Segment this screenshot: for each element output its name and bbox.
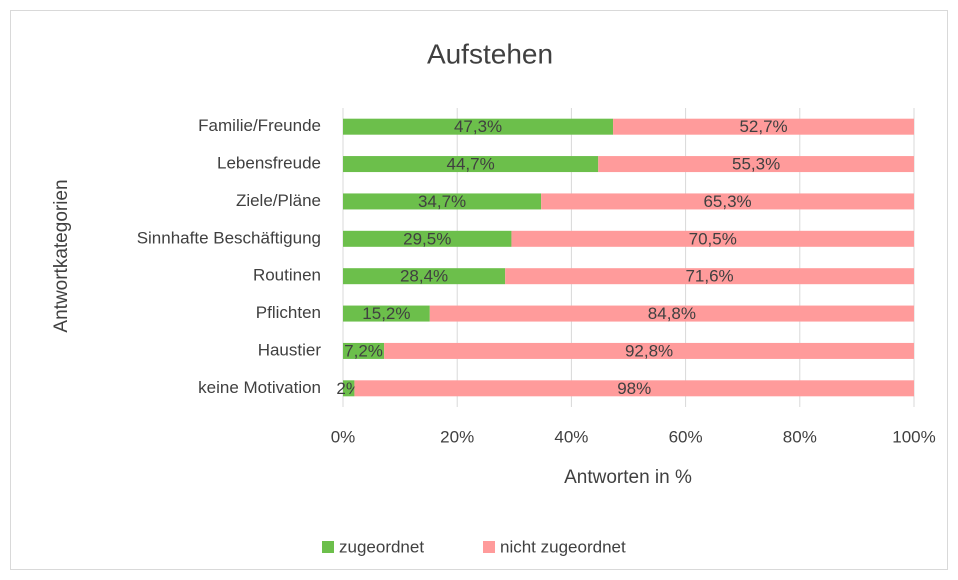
- legend-label: zugeordnet: [339, 537, 424, 556]
- legend-swatch: [322, 541, 334, 553]
- x-tick-label: 80%: [783, 427, 817, 446]
- y-tick-label: Familie/Freunde: [198, 116, 321, 135]
- data-label: 92,8%: [625, 341, 673, 360]
- data-label: 65,3%: [703, 192, 751, 211]
- y-tick-label: Lebensfreude: [217, 154, 321, 173]
- bar-segment: [343, 230, 512, 247]
- x-tick-label: 20%: [440, 427, 474, 446]
- bar-segment: [343, 305, 430, 322]
- bar-segment: [505, 268, 914, 285]
- y-axis-title: Antwortkategorien: [51, 179, 72, 332]
- x-tick-label: 100%: [892, 427, 935, 446]
- x-tick-label: 60%: [669, 427, 703, 446]
- bar-segment: [384, 342, 914, 359]
- data-label: 47,3%: [454, 117, 502, 136]
- data-label: 98%: [617, 379, 651, 398]
- y-tick-label: Sinnhafte Beschäftigung: [137, 228, 321, 247]
- data-label: 34,7%: [418, 192, 466, 211]
- data-label: 71,6%: [685, 267, 733, 286]
- x-tick-label: 0%: [331, 427, 356, 446]
- bar-segment: [343, 193, 542, 210]
- y-tick-label: Routinen: [253, 266, 321, 285]
- bar-segment: [343, 118, 614, 135]
- bar-segment: [541, 193, 914, 210]
- data-label: 84,8%: [648, 304, 696, 323]
- y-tick-label: Haustier: [258, 340, 322, 359]
- legend-label: nicht zugeordnet: [500, 537, 626, 556]
- data-label: 55,3%: [732, 155, 780, 174]
- data-label: 52,7%: [739, 117, 787, 136]
- x-axis-title: Antworten in %: [564, 467, 692, 488]
- y-tick-label: Ziele/Pläne: [236, 191, 321, 210]
- bar-segment: [343, 380, 355, 397]
- bar-segment: [511, 230, 914, 247]
- data-label: 15,2%: [362, 304, 410, 323]
- y-tick-label: keine Motivation: [198, 378, 321, 397]
- data-label: 7,2%: [344, 341, 383, 360]
- data-label: 44,7%: [447, 155, 495, 174]
- bar-segment: [343, 268, 506, 285]
- bar-segment: [598, 156, 914, 173]
- bar-segment: [613, 118, 914, 135]
- legend-swatch: [483, 541, 495, 553]
- bar-segment: [343, 342, 385, 359]
- bar-segment: [429, 305, 914, 322]
- bar-segment: [354, 380, 914, 397]
- chart-border: [10, 10, 948, 570]
- data-label: 28,4%: [400, 267, 448, 286]
- bar-segment: [343, 156, 599, 173]
- chart-title: Aufstehen: [427, 38, 553, 69]
- y-tick-label: Pflichten: [256, 303, 321, 322]
- x-tick-label: 40%: [554, 427, 588, 446]
- data-label: 70,5%: [689, 229, 737, 248]
- data-label: 29,5%: [403, 229, 451, 248]
